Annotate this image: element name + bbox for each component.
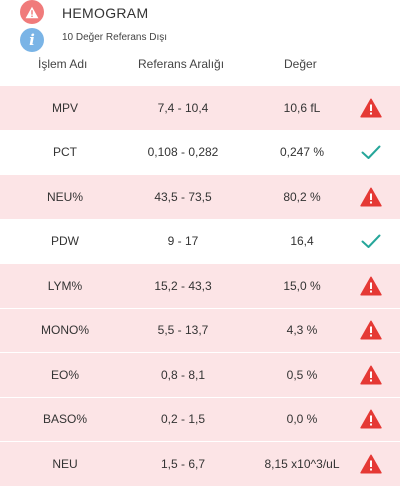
column-name-header: İşlem Adı: [38, 57, 88, 71]
reference-range: 7,4 - 10,4: [157, 100, 209, 115]
reference-range: 0,108 - 0,282: [147, 145, 219, 160]
warning-icon: [359, 318, 383, 342]
test-name: NEU: [52, 456, 78, 471]
warning-icon: [359, 407, 383, 431]
result-value: 15,0 %: [283, 278, 321, 293]
results-table: MPV 7,4 - 10,4 10,6 fL PCT 0,108 - 0,282 0,24…: [0, 86, 400, 486]
out-of-range-summary: 10 Değer Referans Dışı: [62, 32, 168, 43]
table-row[interactable]: NEU 1,5 - 6,7 8,15 x10^3/uL: [0, 442, 400, 486]
check-icon: [359, 229, 383, 253]
table-header: İşlem Adı Referans Aralığı Değer: [0, 54, 400, 86]
table-row[interactable]: EO% 0,8 - 8,1 0,5 %: [0, 353, 400, 397]
warning-icon: [359, 452, 383, 476]
reference-range: 1,5 - 6,7: [160, 456, 206, 471]
reference-range: 9 - 17: [167, 234, 199, 249]
row-divider: [0, 441, 400, 442]
table-row[interactable]: BASO% 0,2 - 1,5 0,0 %: [0, 397, 400, 441]
result-value: 80,2 %: [283, 189, 321, 204]
table-row[interactable]: LYM% 15,2 - 43,3 15,0 %: [0, 264, 400, 308]
result-value: 0,0 %: [286, 412, 318, 427]
row-divider: [0, 129, 400, 131]
warning-badge-icon: [20, 0, 44, 24]
row-divider: [0, 218, 400, 220]
table-row[interactable]: PCT 0,108 - 0,282 0,247 %: [0, 130, 400, 174]
reference-range: 15,2 - 43,3: [154, 278, 212, 293]
reference-range: 5,5 - 13,7: [157, 323, 209, 338]
hemogram-header: HEMOGRAM i 10 Değer Referans Dışı: [0, 0, 400, 54]
row-divider: [0, 307, 400, 309]
result-value: 16,4: [290, 234, 314, 249]
warning-icon: [359, 274, 383, 298]
page-title: HEMOGRAM: [62, 5, 149, 21]
info-icon[interactable]: i: [20, 28, 44, 52]
reference-range: 0,8 - 8,1: [160, 367, 206, 382]
result-value: 4,3 %: [286, 323, 318, 338]
warning-icon: [359, 363, 383, 387]
test-name: LYM%: [47, 278, 83, 293]
test-name: NEU%: [46, 189, 83, 204]
row-divider: [0, 174, 400, 175]
test-name: PDW: [51, 234, 79, 249]
test-name: MPV: [51, 100, 78, 115]
test-name: EO%: [50, 367, 79, 382]
table-row[interactable]: PDW 9 - 17 16,4: [0, 219, 400, 263]
result-value: 0,247 %: [279, 145, 325, 160]
table-row[interactable]: MONO% 5,5 - 13,7 4,3 %: [0, 308, 400, 352]
table-row[interactable]: MPV 7,4 - 10,4 10,6 fL: [0, 86, 400, 130]
row-divider: [0, 352, 400, 353]
row-divider: [0, 396, 400, 398]
column-value-header: Değer: [284, 57, 317, 71]
result-value: 10,6 fL: [283, 100, 321, 115]
warning-icon: [359, 96, 383, 120]
result-value: 8,15 x10^3/uL: [264, 456, 340, 471]
table-row[interactable]: NEU% 43,5 - 73,5 80,2 %: [0, 175, 400, 219]
warning-icon: [359, 185, 383, 209]
test-name: PCT: [53, 145, 77, 160]
check-icon: [359, 140, 383, 164]
column-range-header: Referans Aralığı: [138, 57, 225, 71]
row-divider: [0, 263, 400, 264]
reference-range: 0,2 - 1,5: [160, 412, 206, 427]
test-name: MONO%: [41, 323, 89, 338]
result-value: 0,5 %: [286, 367, 318, 382]
test-name: BASO%: [42, 412, 87, 427]
reference-range: 43,5 - 73,5: [154, 189, 212, 204]
